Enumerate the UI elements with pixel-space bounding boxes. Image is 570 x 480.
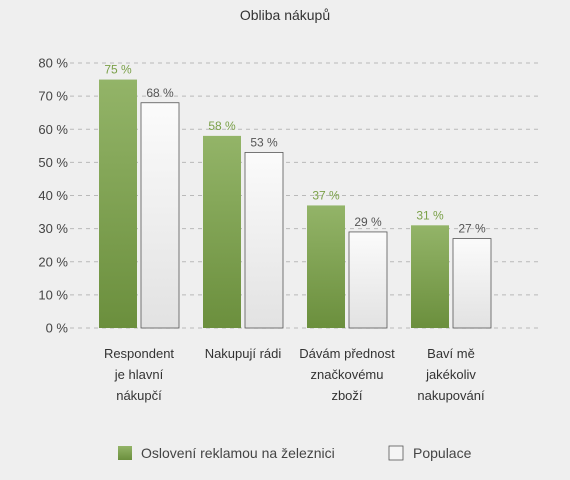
y-tick-label: 20 % [38,254,68,269]
x-category-label: Baví mě [427,346,475,361]
bar-populace [452,238,492,329]
legend-swatch-oslovenii [118,446,132,460]
y-tick-label: 60 % [38,122,68,137]
x-category-label: Dávám přednost [299,346,395,361]
bar-populace [348,231,388,329]
legend: Oslovení reklamou na železnici Populace [118,445,472,461]
bar-oslovenii [203,135,241,328]
data-label: 75 % [104,63,132,77]
data-label: 29 % [354,215,382,229]
y-tick-label: 50 % [38,155,68,170]
y-tick-label: 70 % [38,89,68,104]
data-label: 27 % [458,222,486,236]
legend-swatch-populace [388,445,404,461]
legend-label-oslovenii: Oslovení reklamou na železnici [141,445,335,461]
legend-label-populace: Populace [413,445,472,461]
x-category-label: Nakupují rádi [205,346,282,361]
x-category-label: Respondent [104,346,174,361]
y-tick-label: 80 % [38,56,68,71]
bars [99,79,492,329]
x-category-label: nákupčí [116,388,162,403]
bar-oslovenii [411,225,449,328]
data-label: 58 % [208,119,236,133]
chart-title: Obliba nákupů [240,7,330,23]
bar-populace [244,152,284,329]
data-label: 53 % [250,135,278,149]
y-tick-label: 30 % [38,221,68,236]
y-tick-label: 0 % [46,321,69,336]
data-labels: 75 % 58 % 37 % 31 % 68 % 53 % 29 % 27 % [104,63,486,236]
x-category-label: jakékoliv [425,367,476,382]
x-category-label: je hlavní [114,367,164,382]
data-label: 68 % [146,86,174,100]
data-label: 37 % [312,188,340,202]
bar-oslovenii [99,79,137,328]
bar-oslovenii [307,205,345,328]
bar-populace [140,102,180,329]
y-axis-ticks: 0 % 10 % 20 % 30 % 40 % 50 % 60 % 70 % 80 % [38,56,68,336]
x-category-label: značkovému [311,367,384,382]
data-label: 31 % [416,208,444,222]
x-axis-categories: Respondent je hlavní nákupčí Nakupují rádi D… [104,346,485,403]
y-tick-label: 40 % [38,188,68,203]
x-category-label: zboží [331,388,362,403]
x-category-label: nakupování [417,388,485,403]
y-tick-label: 10 % [38,287,68,302]
